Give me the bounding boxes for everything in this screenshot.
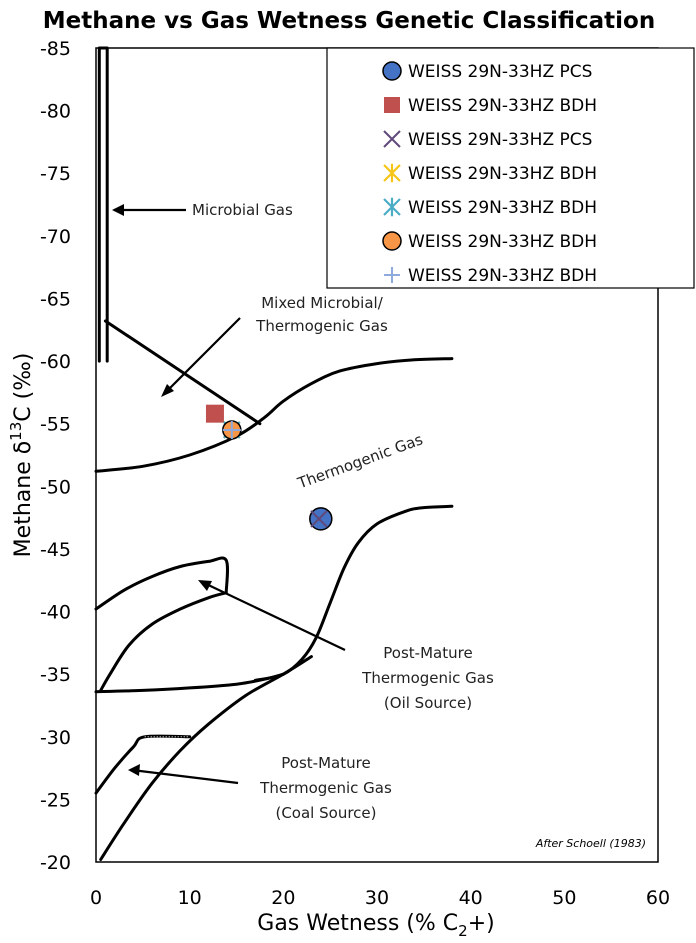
arrowhead-mixed [161, 384, 174, 397]
boundary-thermo-upper [94, 357, 454, 473]
legend-label: WEISS 29N-33HZ BDH [408, 266, 597, 286]
point-series-6 [222, 420, 241, 439]
y-tick-label: -75 [40, 163, 71, 185]
legend-label: WEISS 29N-33HZ PCS [408, 130, 592, 150]
legend-marker-4 [383, 197, 401, 217]
legend-marker-5 [382, 231, 402, 251]
genetic-boundaries [94, 46, 454, 861]
x-tick-label: 40 [459, 887, 483, 909]
arrowhead-microbial [112, 204, 124, 216]
data-points [205, 404, 333, 531]
boundary-mixed-line [103, 319, 262, 426]
y-tick-label: -60 [40, 351, 71, 373]
annotation-coal-2: Thermogenic Gas [259, 779, 392, 797]
arrow-coal [131, 768, 239, 785]
y-axis-label: Methane δ13C (‰) [7, 353, 36, 558]
boundary-oil-upper [94, 556, 230, 611]
y-tick-label: -80 [40, 101, 71, 123]
annotation-oil-2: Thermogenic Gas [361, 669, 494, 687]
boundary-microbial [97, 46, 109, 363]
annotation-mixed-1: Mixed Microbial/ [261, 294, 383, 312]
x-tick-label: 30 [365, 887, 389, 909]
y-tick-label: -55 [40, 414, 71, 436]
boundary-oil-lower [99, 591, 228, 692]
annotation-oil-1: Post-Mature [383, 644, 472, 662]
boundary-coal-lower [99, 655, 313, 861]
arrowhead-coal [128, 764, 140, 776]
point-series-2 [310, 510, 328, 528]
x-tick-label: 60 [646, 887, 670, 909]
x-tick-labels: 0 10 20 30 40 50 60 [90, 887, 670, 909]
annotation-oil-3: (Oil Source) [384, 694, 472, 712]
y-tick-label: -30 [40, 727, 71, 749]
point-series-0 [309, 507, 333, 531]
annotation-coal-3: (Coal Source) [275, 804, 376, 822]
annotation-coal-1: Post-Mature [281, 754, 370, 772]
y-tick-label: -50 [40, 476, 71, 498]
legend-marker-1 [384, 97, 400, 113]
x-tick-label: 20 [271, 887, 295, 909]
x-axis-label: Gas Wetness (% C2+) [257, 911, 494, 940]
legend-label: WEISS 29N-33HZ BDH [408, 232, 597, 252]
boundary-coal-upper [94, 734, 192, 795]
legend-label: WEISS 29N-33HZ BDH [408, 198, 597, 218]
x-tick-label: 50 [552, 887, 576, 909]
y-tick-label: -25 [40, 789, 71, 811]
y-tick-label: -45 [40, 539, 71, 561]
arrow-oil [201, 581, 346, 651]
annotation-arrows [112, 204, 346, 785]
x-tick-label: 10 [178, 887, 202, 909]
legend-marker-6 [384, 267, 400, 283]
legend-label: WEISS 29N-33HZ PCS [408, 62, 592, 82]
legend: WEISS 29N-33HZ PCS WEISS 29N-33HZ BDH WEIS… [382, 61, 597, 286]
arrow-mixed [164, 317, 241, 394]
legend-label: WEISS 29N-33HZ BDH [408, 164, 597, 184]
y-tick-label: -85 [40, 38, 71, 60]
point-series-1 [205, 404, 224, 423]
legend-marker-0 [382, 61, 402, 81]
legend-marker-3 [383, 163, 401, 183]
y-tick-label: -40 [40, 602, 71, 624]
chart-title: Methane vs Gas Wetness Genetic Classific… [43, 8, 655, 34]
credit-note: After Schoell (1983) [535, 837, 646, 850]
annotation-mixed-2: Thermogenic Gas [255, 317, 388, 335]
y-tick-label: -35 [40, 664, 71, 686]
arrowhead-oil [198, 580, 212, 591]
y-tick-label: -70 [40, 226, 71, 248]
y-tick-label: -65 [40, 288, 71, 310]
legend-marker-2 [383, 130, 401, 148]
x-tick-label: 0 [90, 887, 102, 909]
annotation-microbial: Microbial Gas [192, 201, 293, 219]
y-tick-labels: -20 -25 -30 -35 -40 -45 -50 -55 -60 -65 -70 -75 -80 -… [40, 38, 71, 874]
y-tick-label: -20 [40, 852, 71, 874]
legend-label: WEISS 29N-33HZ BDH [408, 96, 597, 116]
